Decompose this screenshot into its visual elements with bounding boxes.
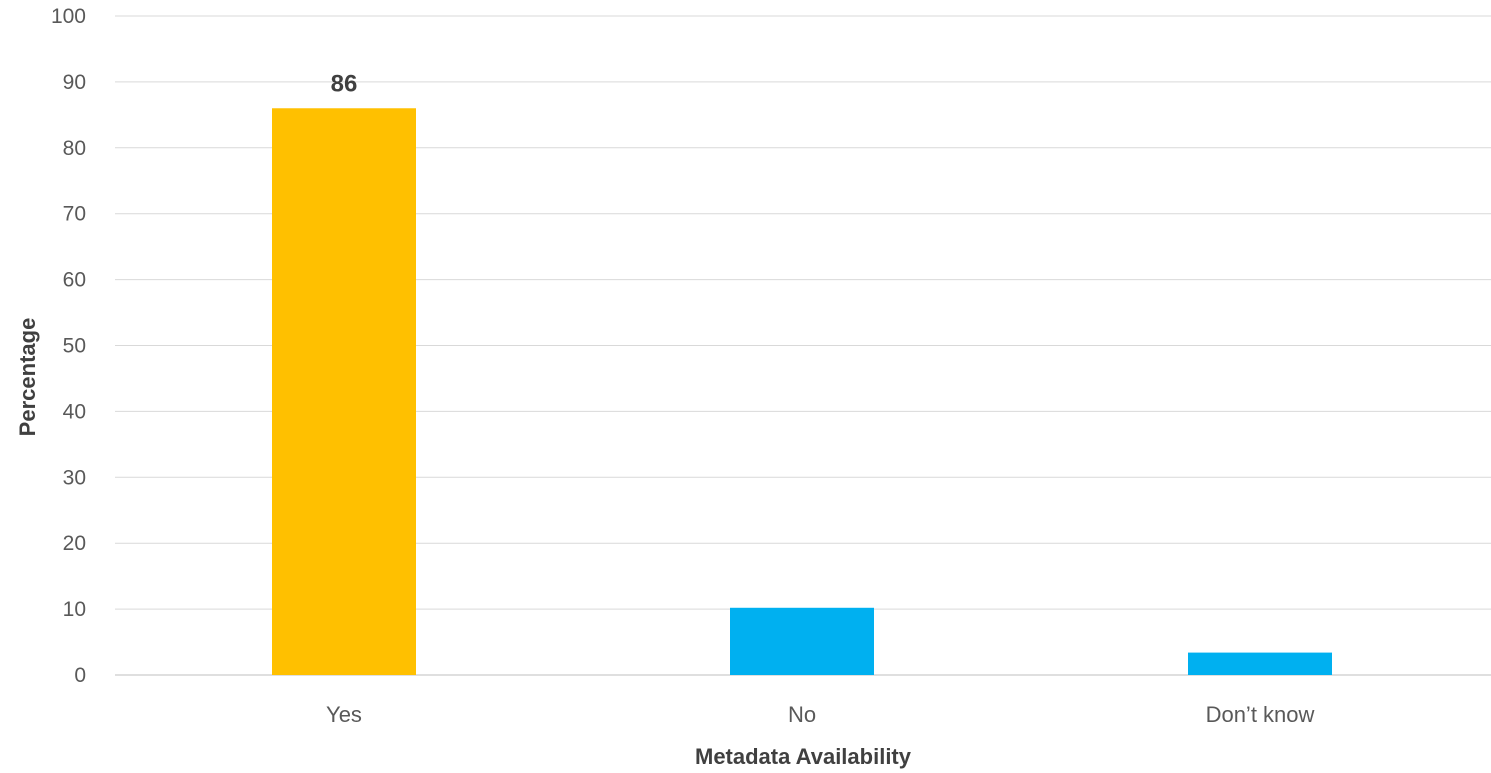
bar-no bbox=[730, 607, 874, 675]
y-tick-label: 100 bbox=[51, 5, 86, 28]
x-category-label: No bbox=[788, 702, 816, 727]
bar-yes bbox=[272, 108, 416, 675]
y-tick-label: 40 bbox=[63, 400, 86, 423]
bar-don-t-know bbox=[1188, 652, 1332, 675]
x-axis-categories: Yes No Don’t know bbox=[326, 702, 1314, 727]
y-axis-title: Percentage bbox=[15, 318, 40, 437]
y-tick-label: 30 bbox=[63, 466, 86, 489]
y-tick-label: 50 bbox=[63, 335, 86, 358]
y-tick-label: 80 bbox=[63, 137, 86, 160]
y-axis-ticks: 0 10 20 30 40 50 60 70 80 90 100 bbox=[51, 5, 86, 687]
data-label: 86 bbox=[331, 70, 358, 97]
x-category-label: Don’t know bbox=[1206, 702, 1315, 727]
y-tick-label: 0 bbox=[74, 664, 86, 687]
x-axis-title: Metadata Availability bbox=[695, 744, 912, 769]
data-labels: 86 bbox=[331, 70, 358, 97]
y-tick-label: 10 bbox=[63, 598, 86, 621]
y-tick-label: 70 bbox=[63, 203, 86, 226]
y-tick-label: 20 bbox=[63, 532, 86, 555]
y-tick-label: 90 bbox=[63, 71, 86, 94]
y-tick-label: 60 bbox=[63, 269, 86, 292]
bars bbox=[272, 108, 1332, 675]
x-category-label: Yes bbox=[326, 702, 362, 727]
